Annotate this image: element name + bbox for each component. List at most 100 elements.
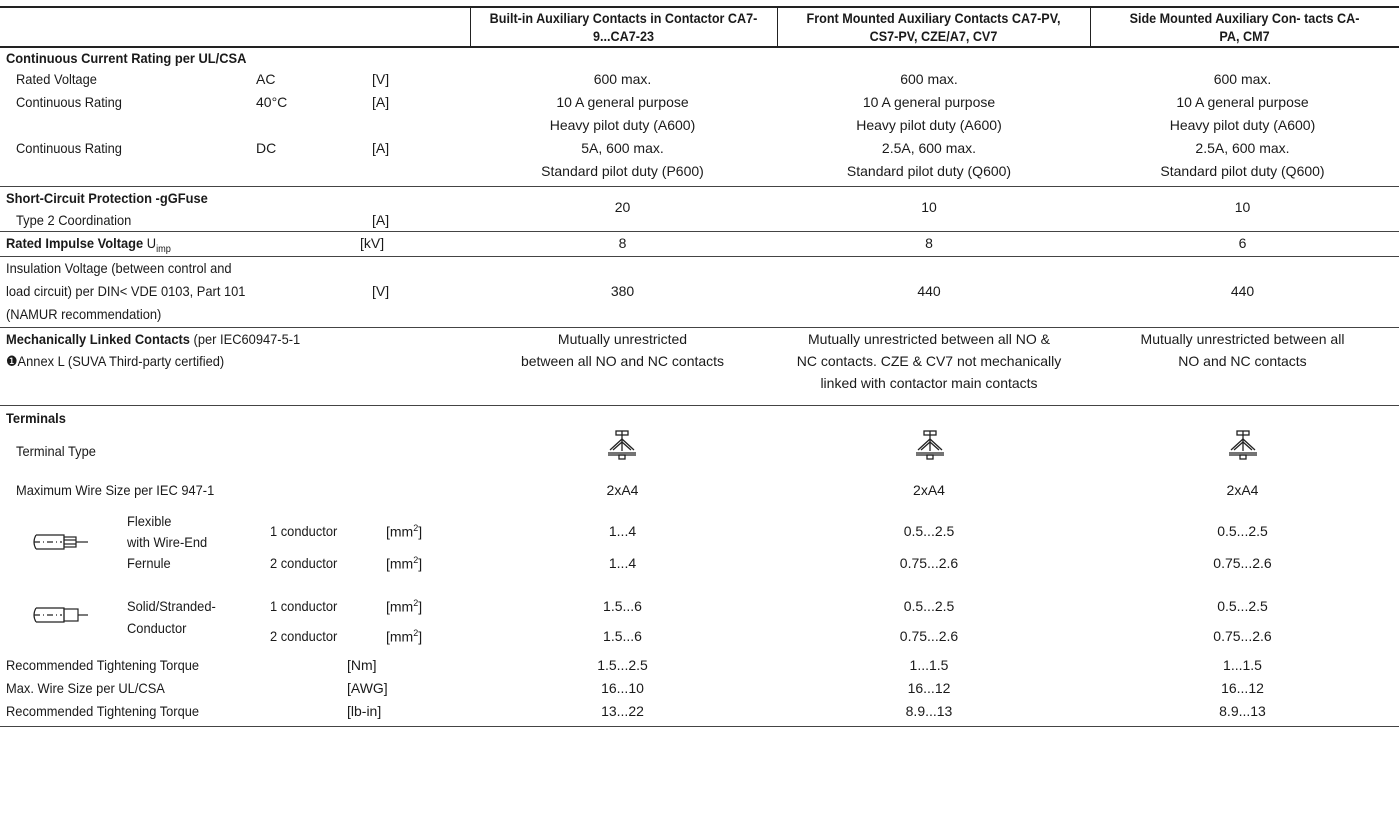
torque-lb-c2: 8.9...13 bbox=[905, 703, 953, 719]
insulation-c3: 440 bbox=[1230, 283, 1255, 299]
column-header-builtin: Built-in Auxiliary Contacts in Contactor… bbox=[489, 10, 758, 44]
solid-1-unit: [mm2] bbox=[386, 598, 423, 615]
section-terminals-title: Terminals bbox=[6, 410, 66, 426]
torque-nm-unit: [Nm] bbox=[347, 657, 377, 673]
mech-c1-line2: between all NO and NC contacts bbox=[520, 353, 725, 369]
impulse-c3: 6 bbox=[1238, 235, 1247, 251]
insulation-unit: [V] bbox=[372, 283, 390, 299]
max-wire-c3: 2xA4 bbox=[1226, 482, 1259, 498]
rule-after-impulse bbox=[0, 256, 1399, 257]
cont-ac-label: Continuous Rating bbox=[16, 94, 122, 110]
impulse-c2: 8 bbox=[925, 235, 933, 251]
solid-2-conductor-label: 2 conductor bbox=[270, 628, 338, 644]
mech-c2-line3: linked with contactor main contacts bbox=[820, 375, 1038, 391]
solid-line-1: Solid/Stranded- bbox=[127, 598, 216, 614]
rated-voltage-label: Rated Voltage bbox=[16, 71, 97, 87]
awg-c1: 16...10 bbox=[601, 680, 644, 696]
flex2-c1: 1...4 bbox=[608, 555, 637, 571]
rated-voltage-c3: 600 max. bbox=[1213, 71, 1272, 87]
cont-dc-c1-line1: 5A, 600 max. bbox=[581, 140, 664, 156]
cont-ac-c1-line1: 10 A general purpose bbox=[556, 94, 689, 110]
cont-dc-c3-line2: Standard pilot duty (Q600) bbox=[1160, 163, 1325, 179]
flex-2-unit: [mm2] bbox=[386, 555, 423, 572]
insulation-c2: 440 bbox=[917, 283, 941, 299]
flexible-line-3: Fernule bbox=[127, 555, 171, 571]
solid1-c2: 0.5...2.5 bbox=[903, 598, 955, 614]
cont-ac-c1-line2: Heavy pilot duty (A600) bbox=[549, 117, 696, 133]
solid1-c1: 1.5...6 bbox=[603, 598, 642, 614]
terminal-type-label: Terminal Type bbox=[16, 443, 96, 459]
column-header-front: Front Mounted Auxiliary Contacts CA7-PV,… bbox=[806, 10, 1061, 44]
section-short-circuit-title: Short-Circuit Protection -gGFuse bbox=[6, 190, 208, 206]
cont-ac-cond: 40°C bbox=[256, 94, 288, 110]
mech-c2-line2: NC contacts. CZE & CV7 not mechanically bbox=[796, 353, 1062, 369]
top-border bbox=[0, 6, 1399, 8]
mech-c1-line1: Mutually unrestricted bbox=[557, 331, 688, 347]
solid2-c2: 0.75...2.6 bbox=[899, 628, 959, 644]
torque-nm-c2: 1...1.5 bbox=[909, 657, 949, 673]
flex1-c2: 0.5...2.5 bbox=[903, 523, 955, 539]
rated-voltage-c2: 600 max. bbox=[900, 71, 958, 87]
header-divider-3 bbox=[1090, 6, 1091, 46]
max-wire-c1: 2xA4 bbox=[606, 482, 639, 498]
rated-voltage-c1: 600 max. bbox=[593, 71, 652, 87]
flex-1-unit: [mm2] bbox=[386, 523, 423, 540]
ferrule-conductor-icon bbox=[33, 534, 88, 550]
max-wire-c2: 2xA4 bbox=[913, 482, 945, 498]
insulation-line-1: Insulation Voltage (between control and bbox=[6, 260, 232, 276]
solid-conductor-icon bbox=[33, 607, 88, 623]
insulation-c1: 380 bbox=[610, 283, 635, 299]
max-wire-label: Maximum Wire Size per IEC 947-1 bbox=[16, 482, 215, 498]
column-header-side: Side Mounted Auxiliary Con- tacts CA-PA,… bbox=[1129, 10, 1360, 44]
cont-ac-unit: [A] bbox=[372, 94, 390, 110]
impulse-label: Rated Impulse Voltage Uimp bbox=[6, 235, 171, 255]
mech-label-line-2: ❶Annex L (SUVA Third-party certified) bbox=[6, 353, 225, 369]
rule-after-continuous bbox=[0, 186, 1399, 187]
cont-ac-c3-line1: 10 A general purpose bbox=[1176, 94, 1309, 110]
section-continuous-title: Continuous Current Rating per UL/CSA bbox=[6, 50, 247, 66]
flex-1-conductor-label: 1 conductor bbox=[270, 523, 338, 539]
solid-line-2: Conductor bbox=[127, 620, 187, 636]
awg-label: Max. Wire Size per UL/CSA bbox=[6, 680, 165, 696]
insulation-line-3: (NAMUR recommendation) bbox=[6, 306, 162, 322]
insulation-line-2: load circuit) per DIN< VDE 0103, Part 10… bbox=[6, 283, 246, 299]
torque-lb-c3: 8.9...13 bbox=[1219, 703, 1266, 719]
rated-voltage-cond: AC bbox=[256, 71, 276, 87]
awg-c2: 16...12 bbox=[907, 680, 951, 696]
mech-c3-line2: NO and NC contacts bbox=[1178, 353, 1307, 369]
torque-nm-c3: 1...1.5 bbox=[1223, 657, 1262, 673]
header-divider-2 bbox=[777, 6, 778, 46]
flex1-c1: 1...4 bbox=[608, 523, 637, 539]
cont-dc-cond: DC bbox=[256, 140, 277, 156]
flex-2-conductor-label: 2 conductor bbox=[270, 555, 338, 571]
screw-terminal-icon bbox=[1229, 430, 1257, 460]
flex1-c3: 0.5...2.5 bbox=[1217, 523, 1268, 539]
torque-lb-label: Recommended Tightening Torque bbox=[6, 703, 200, 719]
bottom-rule bbox=[0, 726, 1399, 727]
flex2-c2: 0.75...2.6 bbox=[899, 555, 959, 571]
solid2-c1: 1.5...6 bbox=[603, 628, 642, 644]
type2-c3: 10 bbox=[1234, 199, 1251, 215]
cont-dc-unit: [A] bbox=[372, 140, 390, 156]
cont-ac-c3-line2: Heavy pilot duty (A600) bbox=[1169, 117, 1316, 133]
awg-c3: 16...12 bbox=[1221, 680, 1264, 696]
type2-label: Type 2 Coordination bbox=[16, 212, 132, 228]
cont-dc-c2-line1: 2.5A, 600 max. bbox=[881, 140, 977, 156]
cont-dc-c1-line2: Standard pilot duty (P600) bbox=[541, 163, 704, 179]
cont-dc-label: Continuous Rating bbox=[16, 140, 122, 156]
torque-lb-unit: [lb-in] bbox=[347, 703, 382, 719]
cont-dc-c3-line1: 2.5A, 600 max. bbox=[1195, 140, 1290, 156]
type2-c1: 20 bbox=[614, 199, 631, 215]
cont-ac-c2-line2: Heavy pilot duty (A600) bbox=[856, 117, 1002, 133]
solid-2-unit: [mm2] bbox=[386, 628, 423, 645]
rule-after-insulation bbox=[0, 327, 1399, 328]
type2-unit: [A] bbox=[372, 212, 390, 228]
impulse-c1: 8 bbox=[618, 235, 627, 251]
type2-c2: 10 bbox=[921, 199, 937, 215]
header-rule bbox=[0, 46, 1399, 48]
torque-nm-c1: 1.5...2.5 bbox=[597, 657, 648, 673]
torque-lb-c1: 13...22 bbox=[601, 703, 644, 719]
flex2-c3: 0.75...2.6 bbox=[1213, 555, 1272, 571]
flexible-line-2: with Wire-End bbox=[127, 534, 208, 550]
rule-after-mech bbox=[0, 405, 1399, 406]
